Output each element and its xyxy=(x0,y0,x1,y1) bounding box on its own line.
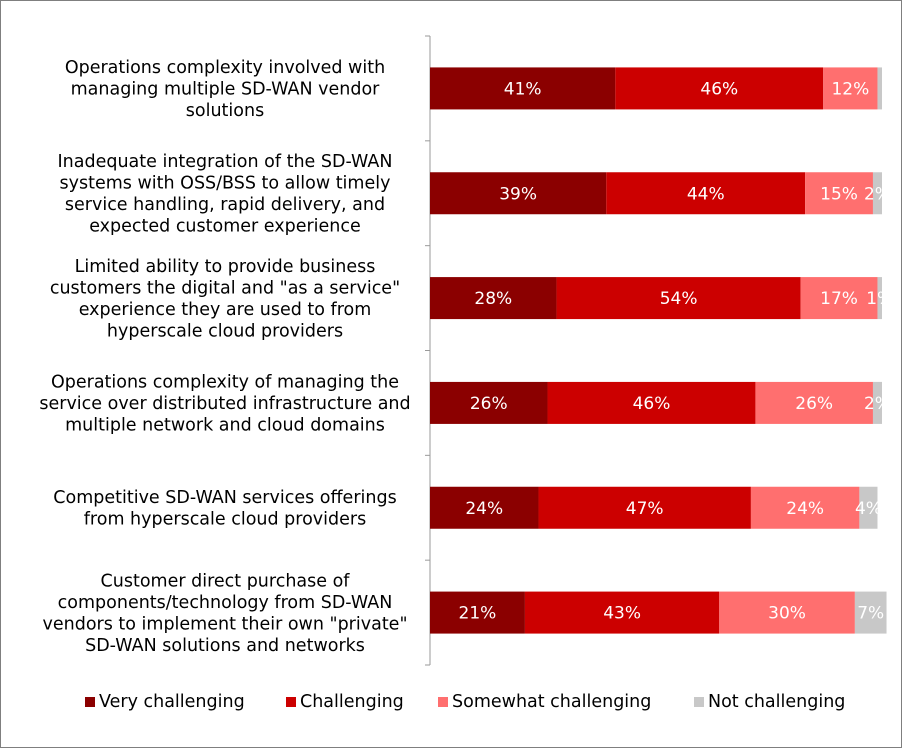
data-label: 2% xyxy=(864,394,891,414)
data-label: 12% xyxy=(831,79,869,99)
bar-segment xyxy=(430,591,525,634)
data-label: 43% xyxy=(603,604,641,624)
data-label: 46% xyxy=(633,394,671,414)
data-label: 26% xyxy=(470,394,508,414)
data-label: 24% xyxy=(465,499,503,519)
bar-segment xyxy=(877,67,882,110)
bars-layer: 41% 46% 12% 39% 44% 15% 2% 28% 54% 17% 1% 26% 46% 26%… xyxy=(430,67,893,634)
data-label: 44% xyxy=(687,184,725,204)
bar-segment xyxy=(859,486,878,529)
bar-segment xyxy=(547,381,756,424)
bar-segment xyxy=(755,381,873,424)
bar-segment xyxy=(719,591,855,634)
data-label: 4% xyxy=(855,499,882,519)
bar-segment xyxy=(750,486,860,529)
legend-swatch xyxy=(286,697,296,707)
bar-segment xyxy=(800,277,878,320)
category-label: Inadequate integration of the SD-WAN syst… xyxy=(58,152,393,237)
data-label: 30% xyxy=(768,604,806,624)
bar-segment xyxy=(430,486,539,529)
category-label: Operations complexity of managing the ser… xyxy=(39,372,410,435)
data-label: 47% xyxy=(626,499,664,519)
legend-label: Somewhat challenging xyxy=(452,692,651,712)
data-label: 28% xyxy=(474,289,512,309)
bar-segment xyxy=(606,172,806,215)
bar-segment xyxy=(615,67,824,110)
data-label: 1% xyxy=(866,289,893,309)
legend-swatch xyxy=(438,697,448,707)
legend-label: Challenging xyxy=(300,692,404,712)
data-label: 39% xyxy=(499,184,537,204)
category-label: Competitive SD-WAN services offerings fro… xyxy=(53,488,396,530)
bar-segment xyxy=(430,172,607,215)
data-label: 26% xyxy=(795,394,833,414)
category-label: Limited ability to provide business custo… xyxy=(50,257,400,342)
legend-label: Not challenging xyxy=(708,692,845,712)
data-label: 41% xyxy=(504,79,542,99)
legend-swatch xyxy=(85,697,95,707)
data-label: 54% xyxy=(660,289,698,309)
bar-segment xyxy=(854,591,887,634)
data-label: 21% xyxy=(459,604,497,624)
data-label: 24% xyxy=(786,499,824,519)
data-label: 46% xyxy=(700,79,738,99)
data-label: 7% xyxy=(857,604,884,624)
legend: Very challenging Challenging Somewhat chal… xyxy=(85,692,845,712)
data-label: 2% xyxy=(864,184,891,204)
bar-segment xyxy=(877,277,882,320)
bar-segment xyxy=(430,67,616,110)
legend-label: Very challenging xyxy=(99,692,245,712)
category-labels-layer: Operations complexity involved with manag… xyxy=(39,58,410,656)
category-label: Customer direct purchase of components/te… xyxy=(43,571,408,656)
category-label: Operations complexity involved with manag… xyxy=(65,58,385,121)
bar-segment xyxy=(556,277,801,320)
bar-segment xyxy=(872,172,882,215)
bar-segment xyxy=(872,381,882,424)
bar-segment xyxy=(823,67,878,110)
data-label: 15% xyxy=(820,184,858,204)
bar-segment xyxy=(805,172,873,215)
bar-segment xyxy=(538,486,751,529)
data-label: 17% xyxy=(820,289,858,309)
bar-segment xyxy=(524,591,720,634)
bar-segment xyxy=(430,277,557,320)
bar-segment xyxy=(430,381,548,424)
legend-swatch xyxy=(694,697,704,707)
